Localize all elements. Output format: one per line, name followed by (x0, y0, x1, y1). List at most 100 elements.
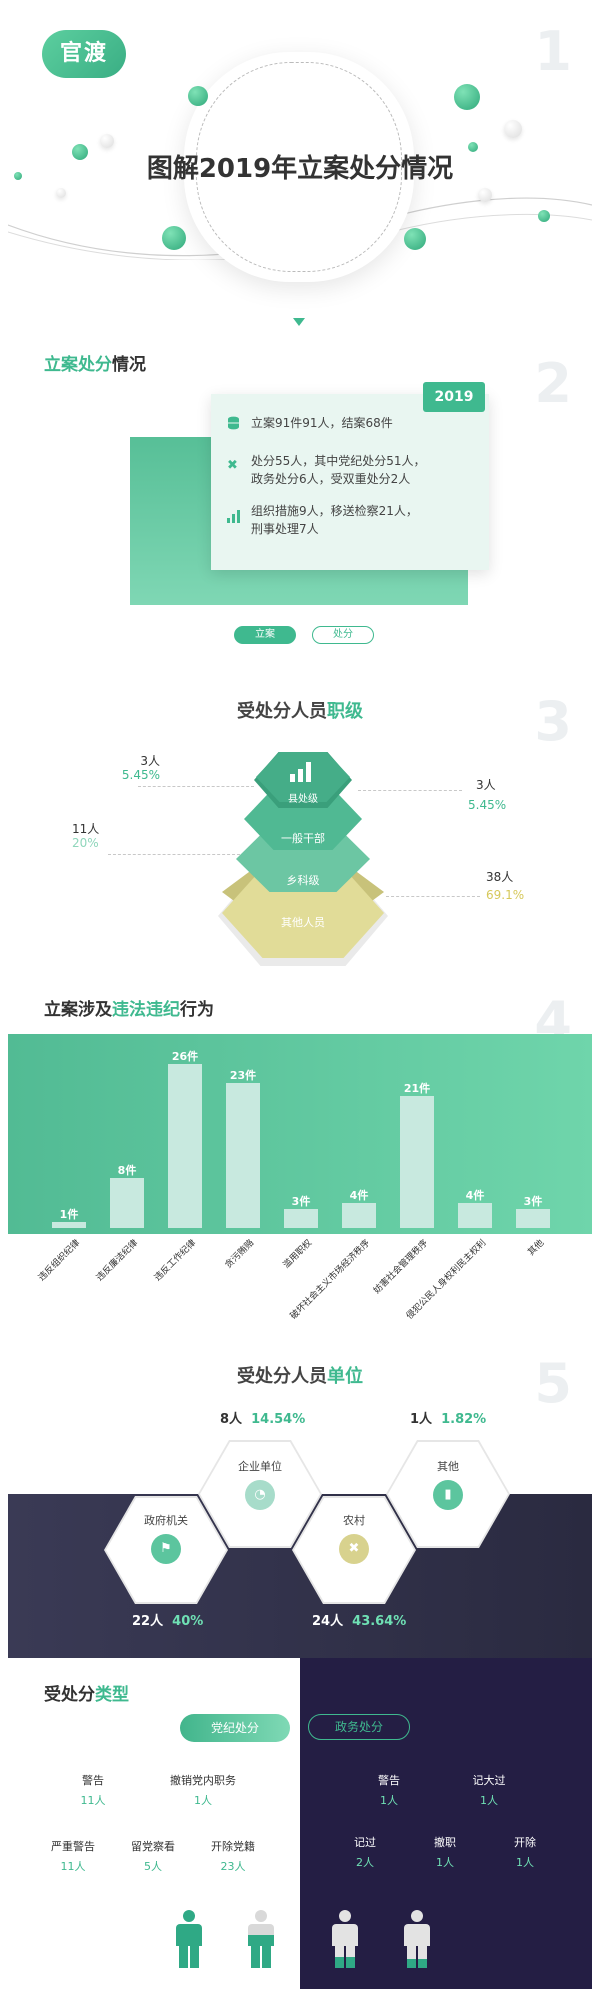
pct: 40% (172, 1614, 204, 1629)
party-item: 严重警告 11人 (28, 1838, 118, 1874)
infographic-page: 1 官渡 图解2019年立案处分情况 2 立案处分情况 立案91件91人，结案6… (8, 0, 592, 1989)
person-icon (332, 1910, 358, 1968)
bar-value-label: 1件 (59, 1207, 79, 1221)
item-label: 记过 (354, 1836, 376, 1849)
title-rest: 情况 (112, 355, 146, 375)
bar-value-label: 21件 (403, 1081, 431, 1095)
count: 24人 (312, 1614, 344, 1629)
gov-item: 警告 1人 (344, 1772, 434, 1808)
item-value: 1人 (480, 1794, 498, 1807)
gov-item: 撤职 1人 (400, 1834, 490, 1870)
section-title-violations: 立案涉及违法违纪行为 (44, 995, 214, 1020)
callout-line (138, 786, 254, 787)
logo-badge: 官渡 (42, 30, 126, 78)
green-ball (468, 142, 478, 152)
bar-category-label: 违反组织纪律 (36, 1238, 83, 1284)
person-icon (176, 1910, 202, 1968)
bar (110, 1177, 144, 1228)
bar-value-label: 4件 (465, 1188, 485, 1202)
item-value: 11人 (80, 1794, 106, 1807)
white-ball (504, 120, 522, 138)
section-title-filing: 立案处分情况 (44, 350, 146, 375)
summary-row-measures-2: 刑事处理7人 (251, 522, 319, 536)
callout-pct-county: 5.45% (121, 768, 160, 782)
green-ball (188, 86, 208, 106)
summary-row-measures-1: 组织措施9人，移送检察21人， (251, 504, 418, 518)
person-icon (248, 1910, 274, 1968)
item-label: 撤职 (434, 1836, 456, 1849)
item-value: 2人 (356, 1856, 374, 1869)
tab-filing[interactable]: 立案 (234, 626, 296, 644)
bar-value-label: 26件 (171, 1050, 199, 1063)
bar-chart-icon (227, 510, 240, 527)
party-item: 撤销党内职务 1人 (158, 1772, 248, 1808)
section-number-2: 2 (534, 352, 572, 415)
callout-line (358, 790, 462, 791)
section-number-3: 3 (534, 690, 572, 753)
title-part: 行为 (180, 1000, 214, 1020)
database-icon (227, 416, 240, 434)
bar-category-label: 妨害社会管理秩序 (372, 1238, 431, 1297)
item-value: 1人 (436, 1856, 454, 1869)
bar (226, 1082, 260, 1228)
layer-label-general: 一般干部 (281, 832, 325, 845)
title-highlight: 职级 (327, 701, 363, 722)
layer-label-township: 乡科级 (286, 874, 320, 887)
item-value: 5人 (144, 1860, 162, 1873)
green-ball (72, 144, 88, 160)
bar-category-label: 违反工作纪律 (152, 1238, 199, 1284)
bar-value-label: 23件 (229, 1068, 257, 1082)
title-part: 立案涉及 (44, 1000, 112, 1020)
callout-line (108, 854, 240, 855)
item-label: 撤销党内职务 (170, 1774, 236, 1787)
party-item: 留党察看 5人 (108, 1838, 198, 1874)
bar-category-label: 贪污贿赂 (223, 1238, 257, 1271)
unit-count-gov: 22人 40% (132, 1610, 203, 1629)
title-highlight: 立案处分 (44, 355, 112, 375)
pie-icon: ◔ (245, 1480, 275, 1510)
tab-party-discipline[interactable]: 党纪处分 (180, 1714, 290, 1742)
book-icon: ▮ (433, 1480, 463, 1510)
section-title-types: 受处分类型 (44, 1680, 129, 1705)
gov-item: 记大过 1人 (444, 1772, 534, 1808)
callout-count-township: 11人 (72, 822, 100, 836)
bar-value-label: 8件 (117, 1163, 137, 1177)
summary-row-filing: 立案91件91人，结案68件 (251, 416, 393, 430)
callout-count-other: 38人 (486, 870, 514, 884)
bar-chart-band (8, 1034, 592, 1234)
summary-card: 立案91件91人，结案68件 ✖ 处分55人，其中党纪处分51人， 政务处分6人… (211, 394, 489, 570)
callout-count-general: 3人 (476, 778, 496, 792)
unit-count-other: 1人 1.82% (410, 1408, 486, 1427)
gov-item: 记过 2人 (320, 1834, 410, 1870)
item-label: 开除党籍 (211, 1840, 255, 1853)
item-value: 11人 (60, 1860, 86, 1873)
item-label: 留党察看 (131, 1840, 175, 1853)
callout-count-county: 3人 (140, 754, 160, 768)
count: 22人 (132, 1614, 164, 1629)
pct: 1.82% (441, 1412, 487, 1427)
tab-punishment[interactable]: 处分 (312, 626, 374, 644)
layer-label-other: 其他人员 (281, 916, 325, 929)
person-icon (404, 1910, 430, 1968)
gov-item: 开除 1人 (480, 1834, 570, 1870)
section-title-units: 受处分人员单位 (8, 1362, 592, 1388)
white-ball (478, 188, 492, 202)
bar-category-label: 滥用职权 (281, 1238, 315, 1271)
item-label: 开除 (514, 1836, 536, 1849)
unit-label-enterprise: 企业单位 (238, 1460, 282, 1473)
callout-line (386, 896, 480, 897)
pct: 14.54% (251, 1412, 306, 1427)
bar-value-label: 4件 (349, 1188, 369, 1202)
unit-label-gov: 政府机关 (144, 1514, 188, 1527)
count: 1人 (410, 1412, 433, 1427)
tab-gov-discipline[interactable]: 政务处分 (308, 1714, 410, 1740)
item-value: 1人 (194, 1794, 212, 1807)
title-rest: 受处分人员 (237, 701, 327, 722)
green-ball (404, 228, 426, 250)
tools-icon: ✖ (227, 458, 238, 473)
bar (400, 1095, 434, 1228)
callout-pct-township: 20% (72, 836, 99, 850)
section-number-1: 1 (534, 20, 572, 83)
item-label: 警告 (82, 1774, 104, 1787)
unit-count-enterprise: 8人 14.54% (220, 1408, 305, 1427)
